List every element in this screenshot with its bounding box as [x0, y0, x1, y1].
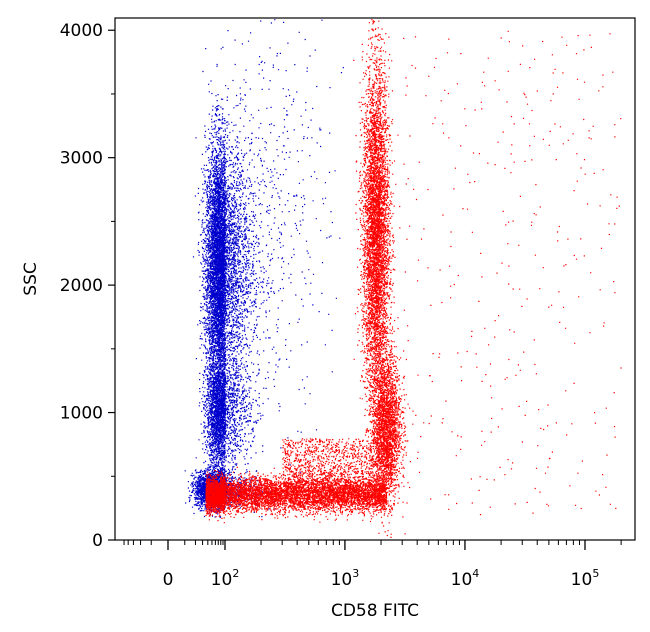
y-tick-label: 4000: [60, 21, 103, 41]
series-1: [184, 19, 344, 519]
y-tick-label: 3000: [60, 149, 103, 169]
x-tick-label: 104: [451, 567, 480, 590]
x-tick-label: 102: [211, 567, 240, 590]
series-2: [205, 19, 622, 538]
x-tick-label: 103: [331, 567, 360, 590]
data-points-layer: [184, 19, 622, 538]
data-point-cloud: [192, 46, 299, 514]
data-point-cloud: [361, 297, 419, 538]
x-axis-title: CD58 FITC: [331, 601, 419, 621]
data-point-cloud: [402, 30, 622, 516]
y-tick-label: 0: [92, 531, 103, 551]
x-axis: 0 102 103 104 105: [123, 540, 622, 590]
x-tick-label: 0: [163, 570, 174, 590]
y-axis: 0 1000 2000 3000 4000: [60, 21, 115, 551]
y-tick-label: 1000: [60, 404, 103, 424]
data-point-cloud: [353, 19, 405, 516]
data-point-cloud: [198, 292, 280, 509]
y-tick-label: 2000: [60, 276, 103, 296]
data-point-cloud: [205, 462, 388, 524]
x-tick-label: 105: [571, 567, 600, 590]
plot-area-frame: [114, 17, 636, 541]
y-axis-title: SSC: [21, 262, 41, 295]
data-point-cloud: [282, 438, 394, 491]
